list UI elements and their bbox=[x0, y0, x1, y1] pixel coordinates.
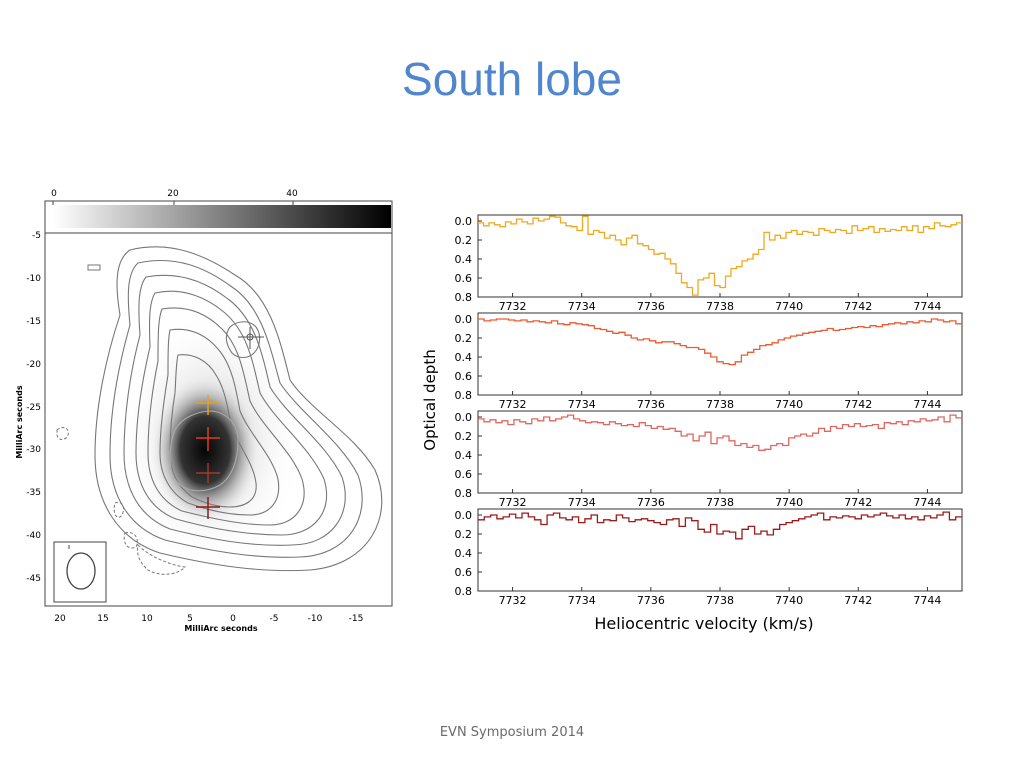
y-tick-label: 0.2 bbox=[455, 234, 473, 247]
x-tick-label: 7734 bbox=[568, 300, 596, 313]
x-tick-10: 10 bbox=[141, 614, 153, 624]
y-tick-label: 0.6 bbox=[455, 468, 473, 481]
slide-footer: EVN Symposium 2014 bbox=[439, 725, 585, 740]
marker-orange bbox=[196, 395, 220, 415]
x-tick-label: 7744 bbox=[913, 398, 941, 411]
beam-box bbox=[53, 541, 107, 603]
x-tick-label: 7742 bbox=[844, 594, 872, 607]
spectra-y-label: Optical depth bbox=[421, 349, 439, 450]
map-x-label: MilliArc seconds bbox=[184, 624, 257, 633]
spectrum-panel-2: 0.0 0.2 0.4 0.6 0.8 7732 7734 7736 7738 7740 7742 7… bbox=[455, 312, 963, 411]
x-tick--15: -15 bbox=[349, 614, 364, 624]
x-tick--5: -5 bbox=[270, 614, 279, 624]
contour-lines bbox=[94, 246, 383, 572]
x-tick--10: -10 bbox=[308, 614, 323, 624]
y-tick-label: 0.4 bbox=[455, 449, 473, 462]
x-tick-label: 7734 bbox=[568, 496, 596, 509]
x-tick-label: 7736 bbox=[637, 398, 665, 411]
x-tick-label: 7740 bbox=[775, 398, 803, 411]
colorbar-tick-0: 0 bbox=[51, 189, 57, 199]
y-tick-label: 0.4 bbox=[455, 351, 473, 364]
x-tick-label: 7742 bbox=[844, 496, 872, 509]
x-tick-label: 7738 bbox=[706, 300, 734, 313]
x-tick-label: 7732 bbox=[499, 594, 527, 607]
negative-contours bbox=[56, 427, 186, 575]
x-tick-label: 7732 bbox=[499, 496, 527, 509]
y-tick--45: -45 bbox=[26, 574, 41, 584]
x-tick-label: 7738 bbox=[706, 398, 734, 411]
spectrum-series-2 bbox=[478, 318, 962, 366]
x-tick-label: 7736 bbox=[637, 300, 665, 313]
y-tick-label: 0.8 bbox=[455, 487, 473, 500]
spectrum-series-3 bbox=[478, 414, 962, 451]
y-tick-label: 0.0 bbox=[455, 411, 473, 424]
spectrum-series-1 bbox=[478, 215, 962, 296]
map-panel bbox=[44, 232, 393, 607]
spectrum-panel-3: 0.0 0.2 0.4 0.6 0.8 7732 7734 7736 7738 7740 7742 7… bbox=[455, 410, 963, 509]
x-tick-label: 7736 bbox=[637, 496, 665, 509]
x-tick-label: 7744 bbox=[913, 496, 941, 509]
y-tick-label: 0.0 bbox=[455, 509, 473, 522]
x-tick-label: 7744 bbox=[913, 300, 941, 313]
y-tick-label: 0.2 bbox=[455, 528, 473, 541]
y-tick-label: 0.8 bbox=[455, 389, 473, 402]
spectrum-panel-4: 0.0 0.2 0.4 0.6 0.8 7732 7734 7736 7738 7740 7742 7… bbox=[455, 508, 963, 607]
radio-map-figure: 0 20 40 bbox=[15, 189, 393, 633]
y-tick-label: 0.4 bbox=[455, 253, 473, 266]
colorbar: 0 20 40 bbox=[44, 189, 393, 234]
y-tick-label: 0.4 bbox=[455, 547, 473, 560]
y-tick-label: 0.2 bbox=[455, 430, 473, 443]
y-tick-label: 0.8 bbox=[455, 585, 473, 598]
y-tick--25: -25 bbox=[26, 403, 41, 413]
map-y-ticks: -5 -10 -15 -20 -25 -30 -35 -40 -45 bbox=[26, 231, 41, 584]
x-tick-label: 7744 bbox=[913, 594, 941, 607]
y-tick--35: -35 bbox=[26, 488, 41, 498]
x-tick-0: 0 bbox=[230, 614, 236, 624]
x-tick-label: 7742 bbox=[844, 300, 872, 313]
x-tick-label: 7738 bbox=[706, 594, 734, 607]
marker-red bbox=[196, 427, 220, 451]
x-tick-label: 7732 bbox=[499, 300, 527, 313]
y-tick--30: -30 bbox=[26, 445, 41, 455]
x-tick-label: 7740 bbox=[775, 594, 803, 607]
marker-black bbox=[238, 327, 264, 349]
spectrum-panel-1: 0.0 0.2 0.4 0.6 0.8 7732 7734 7736 7738 7740 7742 7… bbox=[455, 214, 963, 313]
x-tick-label: 7736 bbox=[637, 594, 665, 607]
spectrum-series-4 bbox=[478, 511, 962, 540]
y-tick-label: 0.6 bbox=[455, 566, 473, 579]
x-tick-label: 7732 bbox=[499, 398, 527, 411]
x-tick-label: 7734 bbox=[568, 594, 596, 607]
x-tick-label: 7740 bbox=[775, 496, 803, 509]
x-tick-5: 5 bbox=[187, 614, 193, 624]
y-tick--15: -15 bbox=[26, 317, 41, 327]
colorbar-tick-40: 40 bbox=[286, 189, 298, 199]
x-tick-label: 7734 bbox=[568, 398, 596, 411]
spectra-figure: Optical depth Heliocentric velocity (km/… bbox=[421, 214, 963, 633]
panel-frame bbox=[477, 312, 963, 396]
y-tick-label: 0.8 bbox=[455, 291, 473, 304]
marker-light-red bbox=[196, 463, 220, 483]
y-tick--20: -20 bbox=[26, 360, 41, 370]
y-tick-label: 0.6 bbox=[455, 272, 473, 285]
y-tick--5: -5 bbox=[32, 231, 41, 241]
map-y-label: MilliArc seconds bbox=[15, 385, 24, 458]
y-tick-label: 0.0 bbox=[455, 313, 473, 326]
map-x-ticks: 20 15 10 5 0 -5 -10 -15 bbox=[54, 614, 363, 624]
panel-frame bbox=[477, 508, 963, 592]
y-tick-label: 0.6 bbox=[455, 370, 473, 383]
colorbar-tick-20: 20 bbox=[167, 189, 179, 199]
y-tick-label: 0.2 bbox=[455, 332, 473, 345]
x-tick-20: 20 bbox=[54, 614, 66, 624]
x-tick-label: 7740 bbox=[775, 300, 803, 313]
y-tick--10: -10 bbox=[26, 274, 41, 284]
spectra-x-label: Heliocentric velocity (km/s) bbox=[594, 614, 813, 633]
x-tick-15: 15 bbox=[97, 614, 108, 624]
x-tick-label: 7742 bbox=[844, 398, 872, 411]
y-tick-label: 0.0 bbox=[455, 215, 473, 228]
y-tick--40: -40 bbox=[26, 531, 41, 541]
slide-title: South lobe bbox=[402, 53, 622, 105]
panel-frame bbox=[477, 214, 963, 298]
x-tick-label: 7738 bbox=[706, 496, 734, 509]
marker-dark-red bbox=[196, 497, 220, 519]
